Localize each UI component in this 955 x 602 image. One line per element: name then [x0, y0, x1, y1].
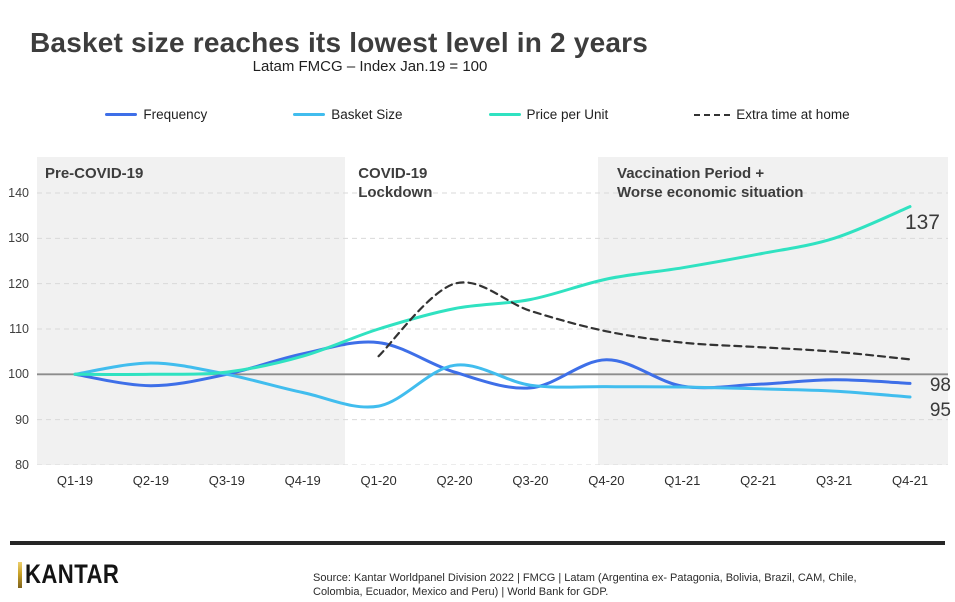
series-line-extra-time-at-home: [377, 281, 912, 361]
kantar-logo: KANTAR: [18, 561, 140, 588]
value-label-price-per-unit: 137: [904, 210, 940, 234]
y-tick-label: 90: [15, 412, 29, 427]
legend-item-price-per-unit: Price per Unit: [488, 107, 609, 122]
x-tick-label: Q4-19: [284, 473, 321, 488]
y-tick-label: 110: [9, 322, 29, 336]
kantar-logo-gold-bar-icon: [18, 561, 22, 588]
value-label-basket-size: 95: [929, 400, 951, 421]
x-axis: Q1-19 Q2-19 Q3-19 Q4-19 Q1-20 Q2-20 Q3-20 Q4-20…: [37, 473, 948, 491]
footer-divider: [10, 541, 945, 545]
legend-label: Price per Unit: [526, 107, 609, 122]
x-tick-label: Q4-20: [588, 473, 625, 488]
y-axis: 80 90 100 110 120 130 140: [0, 157, 30, 472]
x-tick-label: Q1-20: [360, 473, 397, 488]
region-label: Pre-COVID-19: [45, 165, 144, 182]
region-band: [37, 157, 346, 465]
chart-subtitle: Latam FMCG – Index Jan.19 = 100: [252, 58, 488, 75]
legend-swatch-icon: [293, 112, 326, 117]
page-title: Basket size reaches its lowest level in …: [30, 26, 648, 58]
legend-swatch-icon: [488, 112, 521, 117]
x-tick-label: Q3-21: [816, 473, 853, 488]
legend-swatch-icon: [694, 113, 731, 116]
source-note: Source: Kantar Worldpanel Division 2022 …: [313, 571, 857, 599]
value-label-frequency: 98: [929, 375, 951, 397]
legend-swatch-icon: [105, 112, 138, 117]
chart-plot-area: Pre-COVID-19 COVID-19 Lockdown Vaccination…: [37, 157, 951, 465]
x-tick-label: Q2-21: [740, 473, 777, 488]
x-tick-label: Q2-20: [436, 473, 473, 488]
legend-item-frequency: Frequency: [105, 107, 207, 122]
legend-item-basket-size: Basket Size: [293, 107, 403, 122]
legend-label: Frequency: [143, 107, 208, 122]
region-label: COVID-19 Lockdown: [358, 165, 433, 201]
x-tick-label: Q3-19: [208, 473, 245, 488]
legend-item-extra-time-at-home: Extra time at home: [694, 107, 850, 122]
legend-label: Basket Size: [331, 107, 403, 122]
legend-label: Extra time at home: [736, 107, 850, 122]
source-line-2: Colombia, Ecuador, Mexico and Peru) | Wo…: [313, 586, 609, 598]
x-tick-label: Q2-19: [132, 473, 169, 488]
kantar-logo-text: KANTAR: [25, 559, 120, 589]
line-chart-svg: [37, 192, 948, 465]
region-band: [598, 157, 948, 465]
y-tick-label: 130: [8, 231, 29, 246]
series-line-price-per-unit: [73, 205, 912, 376]
x-tick-label: Q1-19: [56, 473, 94, 488]
chart-legend: Frequency Basket Size Price per Unit Extra …: [0, 107, 955, 122]
x-tick-label: Q4-21: [891, 473, 929, 488]
x-tick-label: Q1-21: [664, 473, 701, 488]
source-line-1: Source: Kantar Worldpanel Division 2022 …: [313, 572, 857, 584]
y-tick-label: 140: [8, 186, 29, 200]
y-tick-label: 80: [15, 458, 29, 472]
y-tick-label: 120: [8, 276, 29, 291]
region-label: Vaccination Period + Worse economic situ…: [617, 165, 804, 201]
y-tick-label: 100: [8, 367, 29, 382]
x-tick-label: Q3-20: [512, 473, 549, 488]
